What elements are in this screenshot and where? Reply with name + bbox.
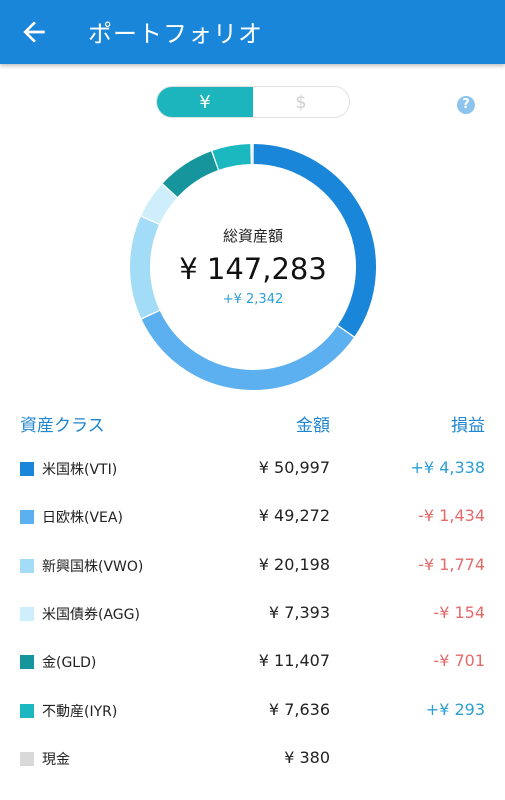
asset-row[interactable]: 米国株(VTI) ¥ 50,997 +¥ 4,338 — [0, 448, 505, 496]
asset-pl: -¥ 1,774 — [418, 554, 485, 574]
asset-name: 日欧株(VEA) — [42, 510, 123, 527]
yen-toggle-button[interactable]: ¥ — [157, 87, 253, 117]
asset-pl: -¥ 701 — [433, 651, 485, 671]
column-header-pl: 損益 — [451, 416, 485, 436]
total-assets-label: 総資産額 — [222, 227, 283, 245]
total-summary: 総資産額 ¥ 147,283 +¥ 2,342 — [153, 225, 353, 307]
asset-amount: ¥ 7,636 — [268, 699, 330, 719]
asset-color-swatch — [20, 655, 34, 670]
asset-pl: -¥ 1,434 — [418, 506, 485, 526]
donut-slice — [162, 151, 219, 198]
total-assets-value: ¥ 147,283 — [179, 252, 327, 286]
app-bar: ポートフォリオ — [0, 0, 505, 64]
asset-name: 新興国株(VWO) — [42, 558, 144, 575]
asset-pl: -¥ 154 — [433, 602, 485, 622]
asset-name: 金(GLD) — [42, 655, 97, 672]
currency-toggle[interactable]: ¥ $ — [156, 86, 350, 118]
column-header-amount: 金額 — [296, 416, 330, 436]
page-title: ポートフォリオ — [88, 20, 263, 48]
asset-amount: ¥ 380 — [284, 747, 330, 767]
asset-row[interactable]: 金(GLD) ¥ 11,407 -¥ 701 — [0, 641, 505, 689]
dollar-toggle-button[interactable]: $ — [253, 87, 349, 117]
asset-amount: ¥ 7,393 — [268, 602, 330, 622]
asset-name: 現金 — [42, 751, 70, 768]
asset-color-swatch — [20, 606, 34, 621]
total-gain-value: +¥ 2,342 — [222, 292, 284, 307]
asset-name: 米国株(VTI) — [42, 462, 118, 478]
asset-amount: ¥ 50,997 — [258, 458, 330, 477]
donut-slice — [212, 144, 251, 170]
asset-pl: +¥ 4,338 — [410, 458, 485, 477]
donut-slice — [130, 216, 160, 319]
asset-pl: +¥ 293 — [425, 699, 485, 719]
help-icon[interactable]: ? — [457, 96, 475, 114]
asset-row[interactable]: 日欧株(VEA) ¥ 49,272 -¥ 1,434 — [0, 496, 505, 544]
asset-amount: ¥ 49,272 — [258, 506, 330, 526]
asset-color-swatch — [20, 751, 34, 766]
allocation-donut-chart — [130, 144, 376, 390]
asset-color-swatch — [20, 703, 34, 718]
asset-name: 米国債券(AGG) — [42, 606, 140, 623]
asset-color-swatch — [20, 510, 34, 525]
asset-row[interactable]: 不動産(IYR) ¥ 7,636 +¥ 293 — [0, 690, 505, 738]
asset-amount: ¥ 20,198 — [258, 554, 330, 574]
donut-slice — [141, 310, 354, 390]
donut-slice — [141, 184, 177, 225]
donut-slice — [253, 144, 376, 337]
column-header-asset-class: 資産クラス — [20, 416, 105, 436]
back-arrow-icon[interactable] — [18, 16, 50, 48]
asset-color-swatch — [20, 558, 34, 573]
asset-row[interactable]: 新興国株(VWO) ¥ 20,198 -¥ 1,774 — [0, 545, 505, 593]
asset-name: 不動産(IYR) — [42, 703, 118, 720]
asset-row[interactable]: 米国債券(AGG) ¥ 7,393 -¥ 154 — [0, 593, 505, 641]
asset-row[interactable]: 現金 ¥ 380 — [0, 738, 505, 786]
asset-amount: ¥ 11,407 — [258, 651, 330, 671]
asset-color-swatch — [20, 462, 34, 476]
